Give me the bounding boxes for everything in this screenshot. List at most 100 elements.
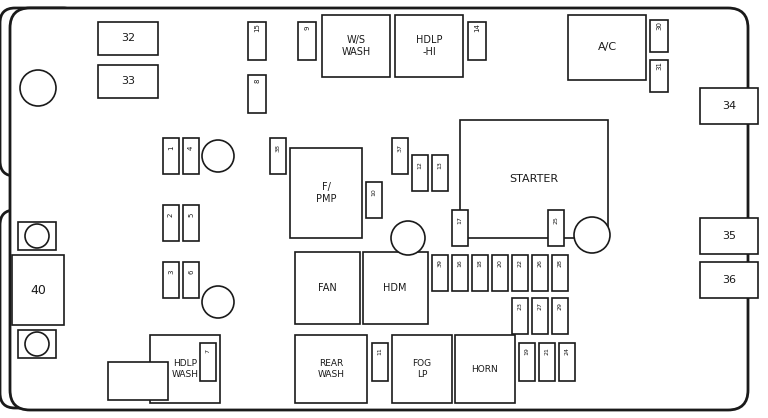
Text: 30: 30 bbox=[656, 20, 662, 30]
Bar bbox=[322, 15, 390, 77]
Text: 29: 29 bbox=[558, 302, 562, 310]
Text: FAN: FAN bbox=[318, 283, 336, 293]
Text: 6: 6 bbox=[188, 270, 194, 274]
Text: 15: 15 bbox=[254, 23, 260, 33]
Text: 21: 21 bbox=[545, 347, 549, 355]
Bar bbox=[700, 262, 758, 298]
Text: 26: 26 bbox=[538, 259, 542, 267]
Bar bbox=[512, 298, 528, 334]
Text: 3: 3 bbox=[168, 270, 174, 274]
FancyBboxPatch shape bbox=[0, 8, 78, 176]
Text: 40: 40 bbox=[30, 283, 46, 296]
Text: HDLP
WASH: HDLP WASH bbox=[171, 359, 198, 379]
Text: 38: 38 bbox=[276, 144, 280, 152]
Bar bbox=[452, 210, 468, 246]
Text: HORN: HORN bbox=[472, 364, 498, 374]
Bar bbox=[12, 255, 64, 325]
Text: W/S
WASH: W/S WASH bbox=[341, 35, 371, 57]
Circle shape bbox=[20, 70, 56, 106]
Text: 5: 5 bbox=[188, 213, 194, 217]
Bar bbox=[700, 218, 758, 254]
Text: 22: 22 bbox=[518, 259, 522, 267]
Bar bbox=[108, 362, 168, 400]
Text: 7: 7 bbox=[206, 349, 210, 353]
Bar bbox=[98, 22, 158, 55]
Text: 25: 25 bbox=[554, 216, 558, 224]
Bar bbox=[519, 343, 535, 381]
Bar bbox=[248, 22, 266, 60]
Bar bbox=[392, 335, 452, 403]
Text: 13: 13 bbox=[438, 161, 442, 169]
Bar bbox=[163, 205, 179, 241]
Text: 9: 9 bbox=[304, 26, 310, 30]
Bar bbox=[183, 205, 199, 241]
Text: A/C: A/C bbox=[598, 42, 617, 52]
Text: 39: 39 bbox=[438, 259, 442, 267]
Bar bbox=[432, 155, 448, 191]
Text: 31: 31 bbox=[656, 61, 662, 69]
Bar bbox=[650, 60, 668, 92]
Bar bbox=[552, 255, 568, 291]
Bar bbox=[248, 75, 266, 113]
Bar bbox=[452, 255, 468, 291]
Bar bbox=[472, 255, 488, 291]
Text: 16: 16 bbox=[458, 259, 462, 267]
Bar bbox=[650, 20, 668, 52]
Bar bbox=[432, 255, 448, 291]
Text: REAR
WASH: REAR WASH bbox=[317, 359, 345, 379]
Text: 24: 24 bbox=[564, 347, 570, 355]
Text: 20: 20 bbox=[498, 259, 502, 267]
Circle shape bbox=[391, 221, 425, 255]
Text: 17: 17 bbox=[458, 216, 462, 224]
Text: 11: 11 bbox=[378, 347, 382, 355]
Bar bbox=[460, 120, 608, 238]
Text: 12: 12 bbox=[418, 161, 422, 169]
Text: 19: 19 bbox=[525, 347, 529, 355]
Text: 32: 32 bbox=[121, 33, 135, 43]
Bar bbox=[492, 255, 508, 291]
Text: 18: 18 bbox=[478, 259, 482, 267]
Bar bbox=[532, 298, 548, 334]
Bar bbox=[455, 335, 515, 403]
Text: FOG
LP: FOG LP bbox=[412, 359, 432, 379]
Bar bbox=[150, 335, 220, 403]
Text: 33: 33 bbox=[121, 76, 135, 86]
Text: 8: 8 bbox=[254, 79, 260, 83]
FancyBboxPatch shape bbox=[10, 8, 748, 410]
Text: 14: 14 bbox=[474, 23, 480, 33]
Text: F/
PMP: F/ PMP bbox=[316, 182, 336, 204]
Bar bbox=[98, 65, 158, 98]
Bar bbox=[270, 138, 286, 174]
Text: 36: 36 bbox=[722, 275, 736, 285]
Bar bbox=[295, 335, 367, 403]
Text: HDLP
-HI: HDLP -HI bbox=[415, 35, 442, 57]
Text: 27: 27 bbox=[538, 302, 542, 310]
Bar bbox=[18, 330, 56, 358]
Circle shape bbox=[25, 224, 49, 248]
Text: 1: 1 bbox=[168, 146, 174, 150]
Bar bbox=[163, 138, 179, 174]
Bar bbox=[468, 22, 486, 60]
Bar bbox=[290, 148, 362, 238]
Text: 4: 4 bbox=[188, 146, 194, 150]
Circle shape bbox=[202, 140, 234, 172]
Bar bbox=[183, 262, 199, 298]
Bar bbox=[298, 22, 316, 60]
Bar bbox=[568, 15, 646, 80]
Text: 37: 37 bbox=[398, 144, 402, 152]
Circle shape bbox=[25, 332, 49, 356]
Bar bbox=[295, 252, 360, 324]
Bar bbox=[183, 138, 199, 174]
Bar bbox=[372, 343, 388, 381]
Text: 35: 35 bbox=[722, 231, 736, 241]
FancyBboxPatch shape bbox=[0, 210, 78, 408]
Text: STARTER: STARTER bbox=[509, 174, 558, 184]
Bar bbox=[412, 155, 428, 191]
Bar bbox=[539, 343, 555, 381]
Text: 23: 23 bbox=[518, 302, 522, 310]
Text: 34: 34 bbox=[722, 101, 736, 111]
Bar bbox=[532, 255, 548, 291]
Circle shape bbox=[574, 217, 610, 253]
Bar bbox=[163, 262, 179, 298]
Bar bbox=[18, 222, 56, 250]
